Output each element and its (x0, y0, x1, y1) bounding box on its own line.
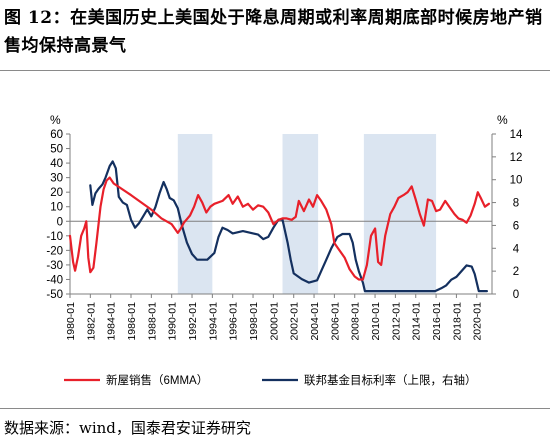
x-tick-label: 2010-01 (370, 302, 382, 341)
shaded-period (177, 134, 213, 294)
x-tick-label: 2016-01 (431, 302, 443, 341)
axes: 6050403020100-10-20-30-40-50%14121086420… (46, 113, 523, 341)
series-lines (68, 160, 490, 293)
x-tick-label: 2020-01 (472, 302, 484, 341)
right-tick-label: 0 (513, 289, 519, 301)
shaded-period (282, 134, 319, 294)
x-tick-label: 1980-01 (65, 302, 77, 341)
right-tick-label: 14 (510, 129, 523, 141)
left-tick-label: 60 (50, 129, 63, 141)
left-tick-label: 20 (50, 187, 63, 199)
x-tick-label: 1990-01 (167, 302, 179, 341)
right-axis-unit: % (497, 113, 508, 127)
legend-sales-label: 新屋销售（6MMA） (106, 373, 208, 387)
right-tick-label: 8 (513, 198, 519, 210)
legend: 新屋销售（6MMA） 联邦基金目标利率（上限，右轴） (64, 373, 477, 387)
x-tick-label: 2004-01 (309, 302, 321, 341)
x-tick-label: 2006-01 (329, 302, 341, 341)
x-tick-label: 1996-01 (228, 302, 240, 341)
x-tick-label: 1994-01 (207, 302, 219, 341)
footer-divider (0, 408, 550, 409)
x-tick-label: 1986-01 (126, 302, 138, 341)
x-tick-label: 2014-01 (411, 302, 423, 341)
sales-line (68, 176, 490, 281)
right-tick-label: 2 (513, 266, 519, 278)
x-tick-label: 1984-01 (106, 302, 118, 341)
title-divider (0, 70, 550, 71)
figure-title: 图 12：在美国历史上美国处于降息周期或利率周期底部时候房地产销售均保持高景气 (4, 8, 543, 56)
right-tick-label: 6 (513, 220, 519, 232)
source-note: 数据来源：wind，国泰君安证券研究 (4, 419, 251, 437)
left-tick-label: 30 (50, 173, 63, 185)
right-tick-label: 4 (513, 243, 520, 255)
left-tick-label: -30 (46, 260, 63, 272)
left-tick-label: -40 (46, 274, 63, 286)
x-tick-label: 2000-01 (268, 302, 280, 341)
right-tick-label: 12 (510, 152, 523, 164)
x-tick-label: 2012-01 (390, 302, 402, 341)
x-tick-label: 2018-01 (451, 302, 463, 341)
left-tick-label: -50 (46, 289, 63, 301)
x-tick-label: 2002-01 (289, 302, 301, 341)
x-tick-label: 1982-01 (85, 302, 97, 341)
left-tick-label: 50 (50, 144, 63, 156)
left-axis-unit: % (50, 113, 61, 127)
legend-rate-label: 联邦基金目标利率（上限，右轴） (304, 373, 477, 387)
shaded-period (363, 134, 437, 294)
left-tick-label: -20 (46, 245, 63, 257)
rate-line (89, 160, 488, 293)
x-tick-label: 1988-01 (146, 302, 158, 341)
left-tick-label: 0 (57, 216, 63, 228)
right-tick-label: 10 (510, 175, 523, 187)
x-tick-label: 1998-01 (248, 302, 260, 341)
left-tick-label: 40 (50, 158, 63, 170)
x-tick-label: 1992-01 (187, 302, 199, 341)
chart: 6050403020100-10-20-30-40-50%14121086420… (46, 113, 523, 387)
x-tick-label: 2008-01 (350, 302, 362, 341)
shaded-periods (177, 134, 437, 294)
left-tick-label: 10 (50, 202, 63, 214)
left-tick-label: -10 (46, 231, 63, 243)
